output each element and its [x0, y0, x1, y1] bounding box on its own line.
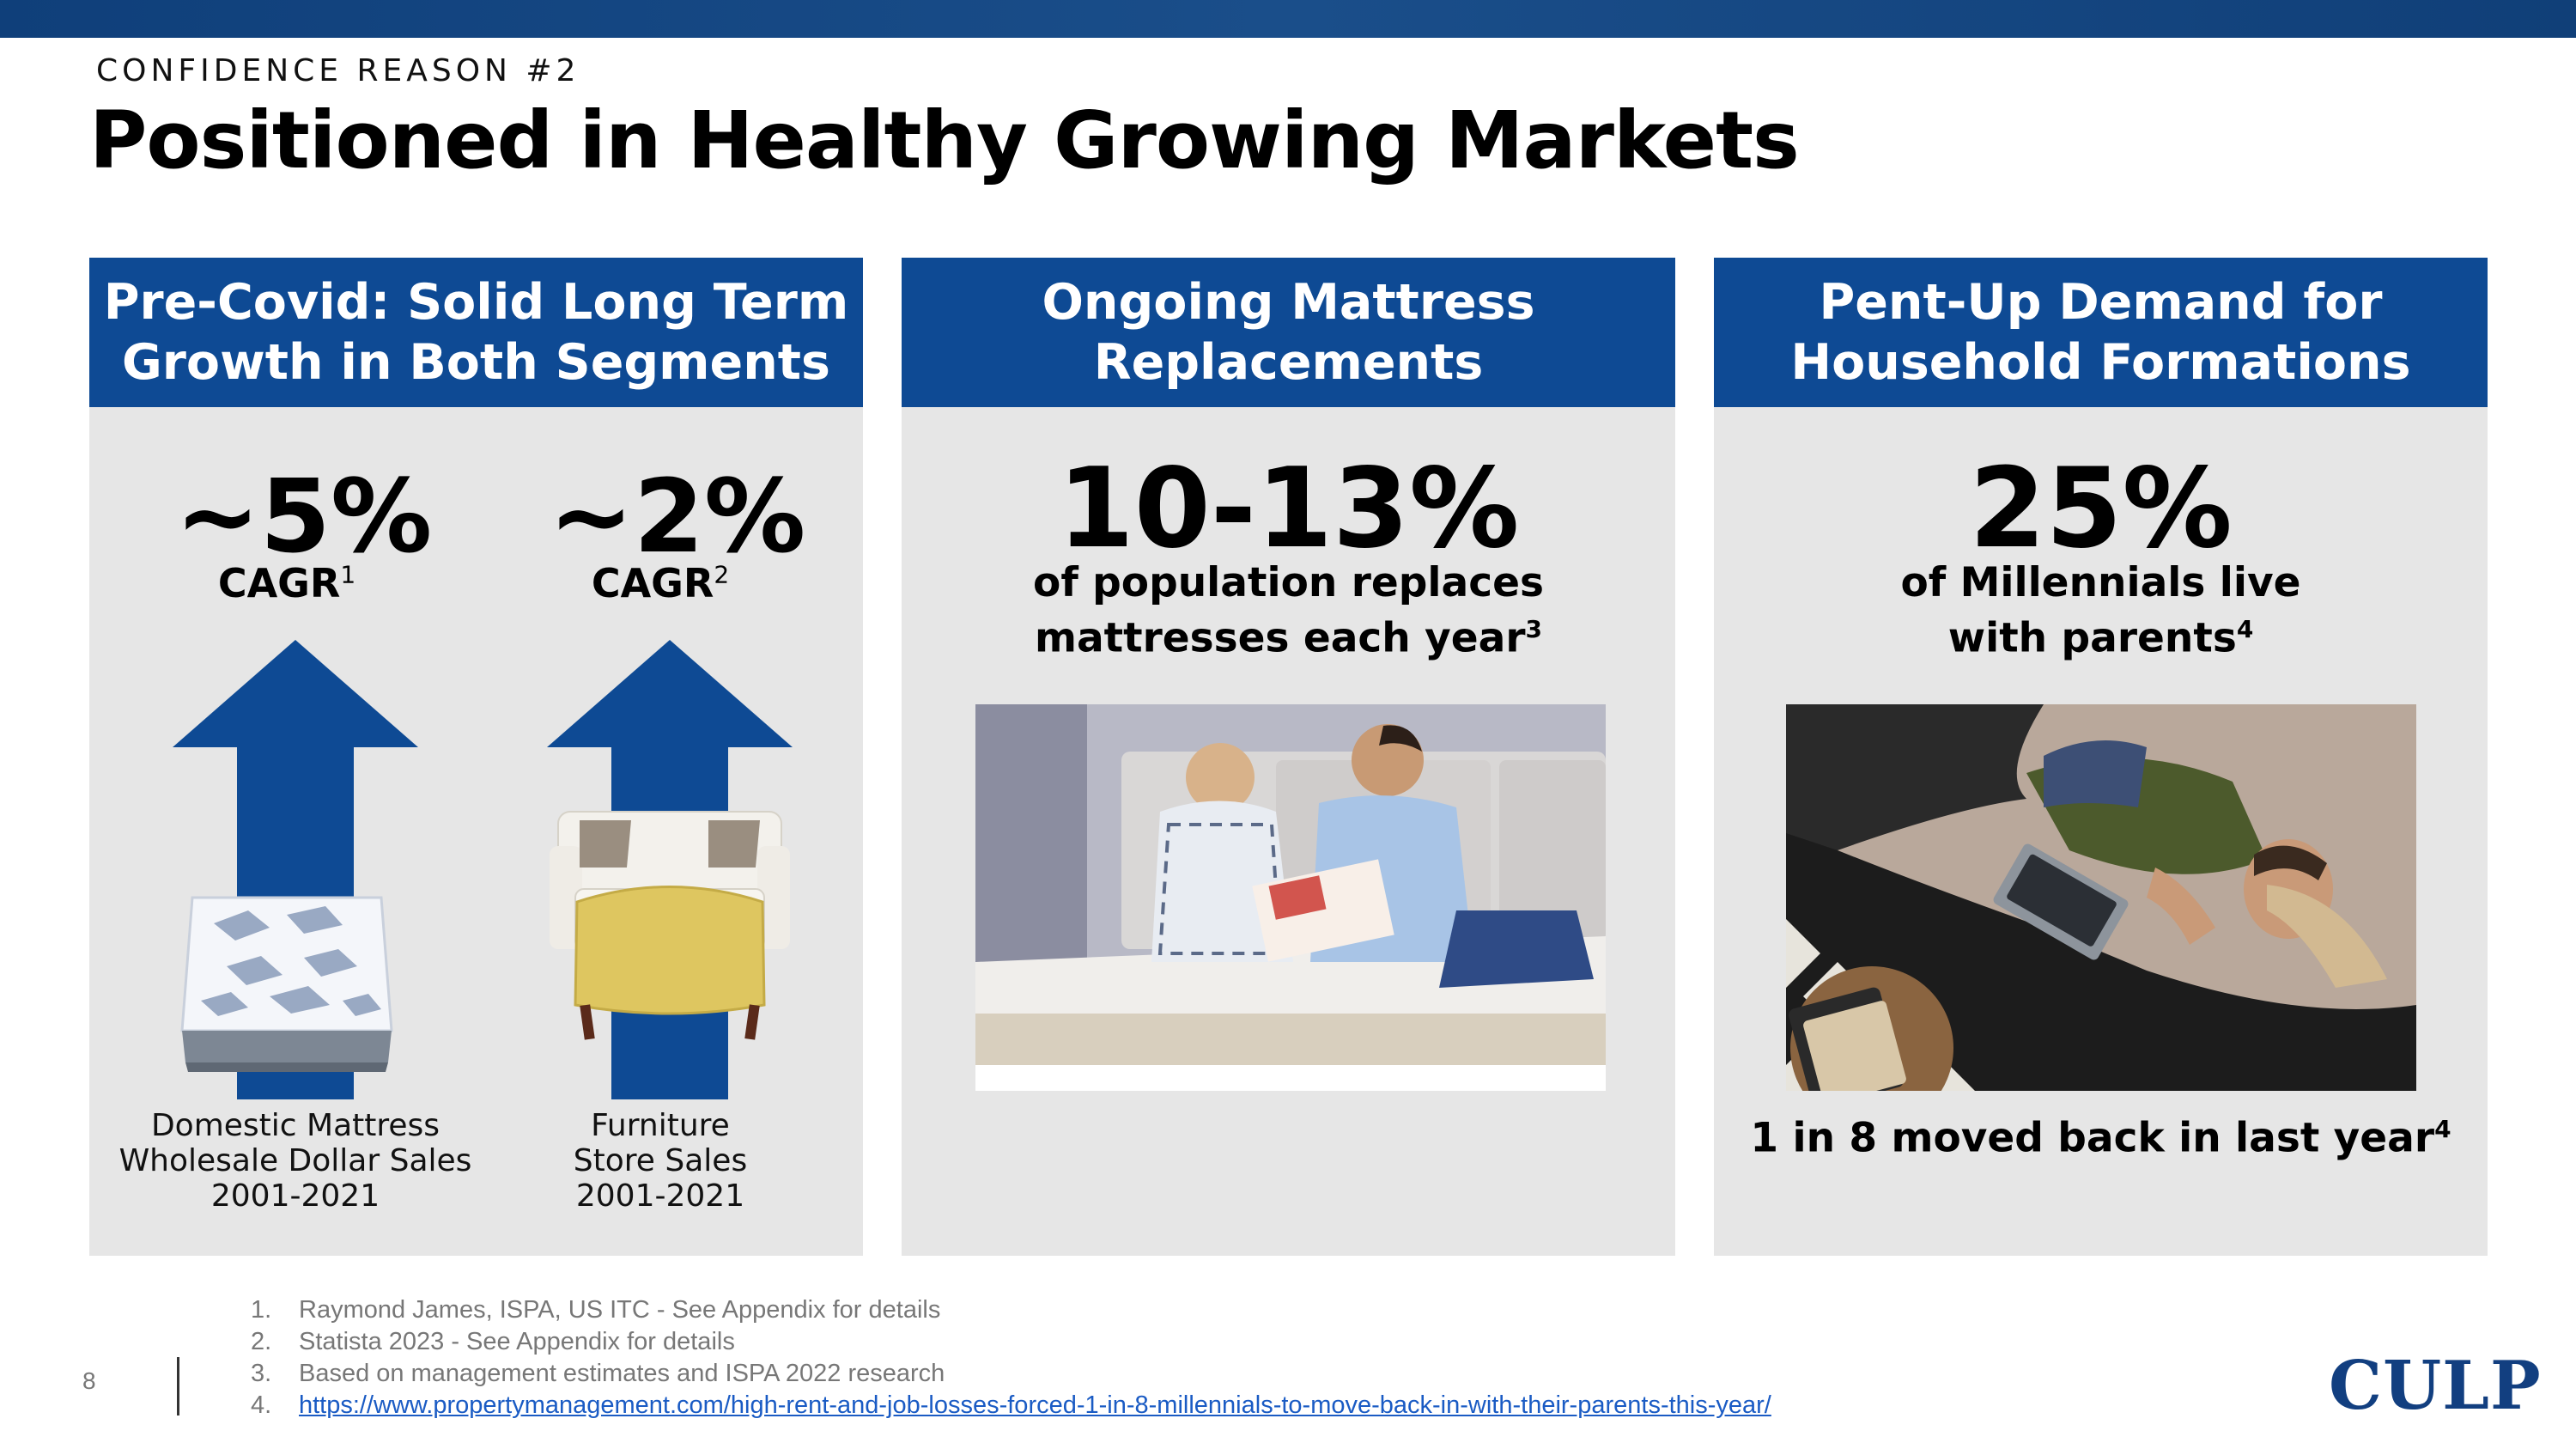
stat-description: of Millennials live with parents4	[1714, 560, 2488, 662]
footnote-ref: 3	[1525, 615, 1542, 643]
top-accent-bar	[0, 0, 2576, 38]
stat-value: 25%	[1969, 445, 2233, 573]
panel-long-term-growth: Pre-Covid: Solid Long Term Growth in Bot…	[89, 258, 863, 1256]
stat-description-line: with parents	[1947, 614, 2237, 662]
caption-line: Furniture	[591, 1108, 730, 1143]
footnote-number: 2.	[251, 1328, 272, 1355]
panel-heading-line: Pent-Up Demand for	[1819, 274, 2383, 331]
caption-furniture: Furniture Store Sales 2001-2021	[519, 1108, 802, 1214]
footnote-item: 3. Based on management estimates and ISPA…	[251, 1358, 1771, 1390]
stat-label-furniture: CAGR2	[566, 560, 755, 606]
stat-value-mattress: ~5%	[175, 457, 433, 575]
footnote-number: 1.	[251, 1296, 272, 1324]
stat-description-line: of population replaces	[1033, 559, 1544, 606]
footnote-ref: 4	[2236, 615, 2254, 643]
footnote-ref: 1	[340, 560, 356, 589]
footnote-number: 4.	[251, 1391, 272, 1419]
footnote-text: Raymond James, ISPA, US ITC - See Append…	[299, 1296, 941, 1324]
footnote-item: 4. https://www.propertymanagement.com/hig…	[251, 1390, 1771, 1422]
mattress-image	[180, 896, 393, 1072]
stat-label-mattress: CAGR1	[192, 560, 381, 606]
panel-household-formations: Pent-Up Demand for Household Formations …	[1714, 258, 2488, 1256]
footnote-item: 1. Raymond James, ISPA, US ITC - See Appe…	[251, 1294, 1771, 1326]
stat-value-furniture: ~2%	[549, 457, 806, 575]
panel-heading-line: Ongoing Mattress	[1042, 274, 1535, 331]
footnote-link[interactable]: https://www.propertymanagement.com/high-…	[299, 1391, 1771, 1419]
divider	[177, 1357, 179, 1416]
caption-line: 2001-2021	[210, 1178, 380, 1214]
footnote-text: Based on management estimates and ISPA 2…	[299, 1360, 945, 1387]
caption-moved-back: 1 in 8 moved back in last year4	[1714, 1106, 2488, 1162]
footnote-number: 3.	[251, 1360, 272, 1387]
man-sleeping-on-couch-photo	[1786, 704, 2416, 1091]
stat-description-line: mattresses each year	[1034, 614, 1526, 662]
caption-line: Wholesale Dollar Sales	[118, 1143, 472, 1178]
panel-heading: Ongoing Mattress Replacements	[902, 258, 1675, 407]
panel-heading-line: Pre-Covid: Solid Long Term	[103, 274, 849, 331]
caption-text: 1 in 8 moved back in last year	[1750, 1114, 2435, 1162]
page-number: 8	[82, 1367, 96, 1394]
stat-description: of population replaces mattresses each y…	[902, 560, 1675, 662]
couple-on-mattress-photo	[975, 704, 1606, 1091]
footnote-ref: 2	[714, 560, 730, 589]
cagr-text: CAGR	[217, 560, 341, 606]
slide-title: Positioned in Healthy Growing Markets	[89, 94, 1800, 186]
caption-mattress: Domestic Mattress Wholesale Dollar Sales…	[106, 1108, 484, 1214]
up-arrow-icon	[173, 640, 418, 1099]
sofa-ottoman-image	[550, 811, 790, 1040]
caption-line: Domestic Mattress	[150, 1108, 440, 1143]
up-arrow-icon	[547, 640, 793, 1099]
stat-description-line: of Millennials live	[1900, 559, 2301, 606]
footnotes: 1. Raymond James, ISPA, US ITC - See Appe…	[251, 1294, 1771, 1422]
caption-line: 2001-2021	[575, 1178, 745, 1214]
stat-value: 10-13%	[1057, 445, 1520, 573]
cagr-text: CAGR	[591, 560, 714, 606]
panel-heading: Pent-Up Demand for Household Formations	[1714, 258, 2488, 407]
panel-heading-line: Growth in Both Segments	[122, 334, 830, 391]
panel-heading-line: Household Formations	[1790, 334, 2411, 391]
panel-mattress-replacements: Ongoing Mattress Replacements 10-13% of …	[902, 258, 1675, 1256]
culp-logo: CULP	[2329, 1347, 2542, 1425]
panel-heading-line: Replacements	[1093, 334, 1484, 391]
footnote-ref: 4	[2434, 1115, 2451, 1143]
panel-heading: Pre-Covid: Solid Long Term Growth in Bot…	[89, 258, 863, 407]
eyebrow-label: CONFIDENCE REASON #2	[96, 53, 580, 88]
caption-line: Store Sales	[573, 1143, 748, 1178]
footnote-item: 2. Statista 2023 - See Appendix for detai…	[251, 1326, 1771, 1358]
footnote-text: Statista 2023 - See Appendix for details	[299, 1328, 735, 1355]
